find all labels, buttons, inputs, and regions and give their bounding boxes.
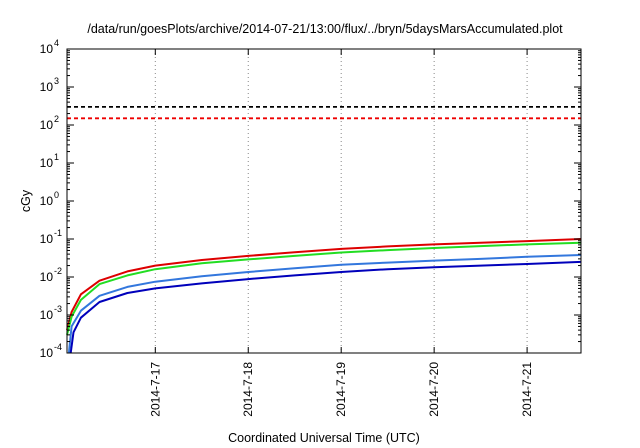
y-tick-exponent: -2: [54, 266, 62, 276]
grid: [154, 49, 528, 353]
y-tick-label: 10: [40, 308, 54, 322]
y-tick-exponent: -1: [54, 228, 62, 238]
series-line: [67, 254, 582, 354]
y-tick-label: 10: [40, 118, 54, 132]
y-tick-exponent: 2: [54, 114, 59, 124]
x-tick-label: 2014-7-20: [427, 362, 441, 417]
y-tick-label: 10: [40, 194, 54, 208]
x-axis: 2014-7-17 2014-7-18 2014-7-19 2014-7-20 2014…: [148, 49, 534, 417]
chart-title: /data/run/goesPlots/archive/2014-07-21/1…: [87, 22, 563, 36]
y-tick-label: 10: [40, 270, 54, 284]
x-axis-label: Coordinated Universal Time (UTC): [228, 431, 420, 445]
y-tick-exponent: 0: [54, 190, 59, 200]
reference-lines: [67, 105, 581, 120]
y-tick-label: 10: [40, 80, 54, 94]
series-line: [66, 238, 582, 331]
y-tick-exponent: 1: [54, 152, 59, 162]
y-tick-exponent: -4: [54, 342, 62, 352]
series-line: [66, 241, 582, 336]
y-axis-label: cGy: [19, 189, 33, 212]
y-tick-exponent: 3: [54, 76, 59, 86]
series-group: [66, 238, 582, 354]
series-line: [69, 260, 582, 354]
y-tick-label: 10: [40, 346, 54, 360]
x-tick-label: 2014-7-21: [520, 362, 534, 417]
x-tick-label: 2014-7-19: [334, 362, 348, 417]
y-tick-label: 10: [40, 42, 54, 56]
x-tick-label: 2014-7-18: [241, 362, 255, 417]
plot-frame: [66, 48, 582, 354]
x-tick-label: 2014-7-17: [148, 362, 162, 417]
y-tick-label: 10: [40, 156, 54, 170]
y-tick-exponent: -3: [54, 304, 62, 314]
y-tick-label: 10: [40, 232, 54, 246]
y-tick-exponent: 4: [54, 38, 59, 48]
